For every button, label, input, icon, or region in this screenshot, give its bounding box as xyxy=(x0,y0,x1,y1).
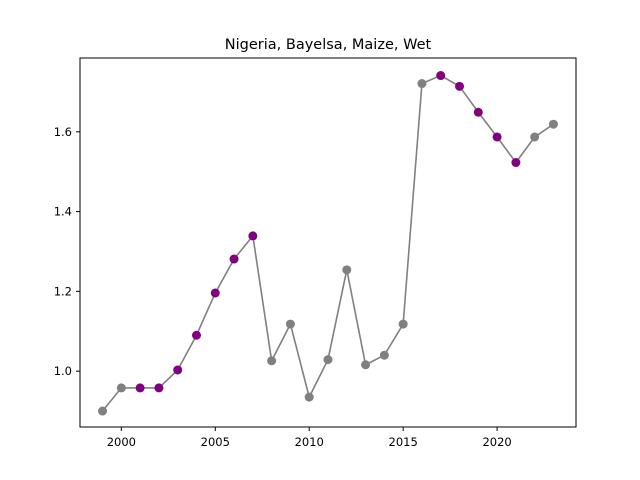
data-point xyxy=(379,350,389,360)
data-point xyxy=(398,319,408,329)
highlighted-data-point xyxy=(154,383,164,393)
highlighted-data-point xyxy=(492,132,502,142)
x-tick-label: 2020 xyxy=(482,435,511,449)
data-point xyxy=(267,356,277,366)
highlighted-data-point xyxy=(191,330,201,340)
data-point xyxy=(98,406,108,416)
highlighted-data-point xyxy=(229,254,239,264)
data-point xyxy=(530,132,540,142)
highlighted-data-point xyxy=(473,107,483,117)
y-tick-label: 1.0 xyxy=(54,364,72,378)
data-point xyxy=(417,79,427,89)
highlighted-data-point xyxy=(173,365,183,375)
data-point xyxy=(342,265,352,275)
highlighted-data-point xyxy=(135,383,145,393)
x-tick-label: 2010 xyxy=(295,435,324,449)
data-point xyxy=(548,119,558,129)
x-axis: 2000 2005 2010 2015 2020 xyxy=(107,427,512,449)
x-tick-label: 2005 xyxy=(201,435,230,449)
plot-area xyxy=(79,57,577,428)
chart-title: Nigeria, Bayelsa, Maize, Wet xyxy=(225,37,432,53)
x-tick-label: 2000 xyxy=(107,435,136,449)
data-point xyxy=(304,392,314,402)
data-point xyxy=(323,355,333,365)
highlighted-data-point xyxy=(436,71,446,81)
highlighted-data-point xyxy=(511,158,521,168)
y-axis: 1.0 1.2 1.4 1.6 xyxy=(54,125,80,378)
y-tick-label: 1.2 xyxy=(54,284,72,298)
data-point xyxy=(285,319,295,329)
highlighted-data-point xyxy=(455,81,465,91)
y-tick-label: 1.6 xyxy=(54,125,72,139)
highlighted-data-point xyxy=(210,288,220,298)
highlighted-data-point xyxy=(248,231,258,241)
series-markers xyxy=(98,71,558,416)
y-tick-label: 1.4 xyxy=(54,205,72,219)
x-tick-label: 2015 xyxy=(389,435,418,449)
data-point xyxy=(116,383,126,393)
data-point xyxy=(361,360,371,370)
